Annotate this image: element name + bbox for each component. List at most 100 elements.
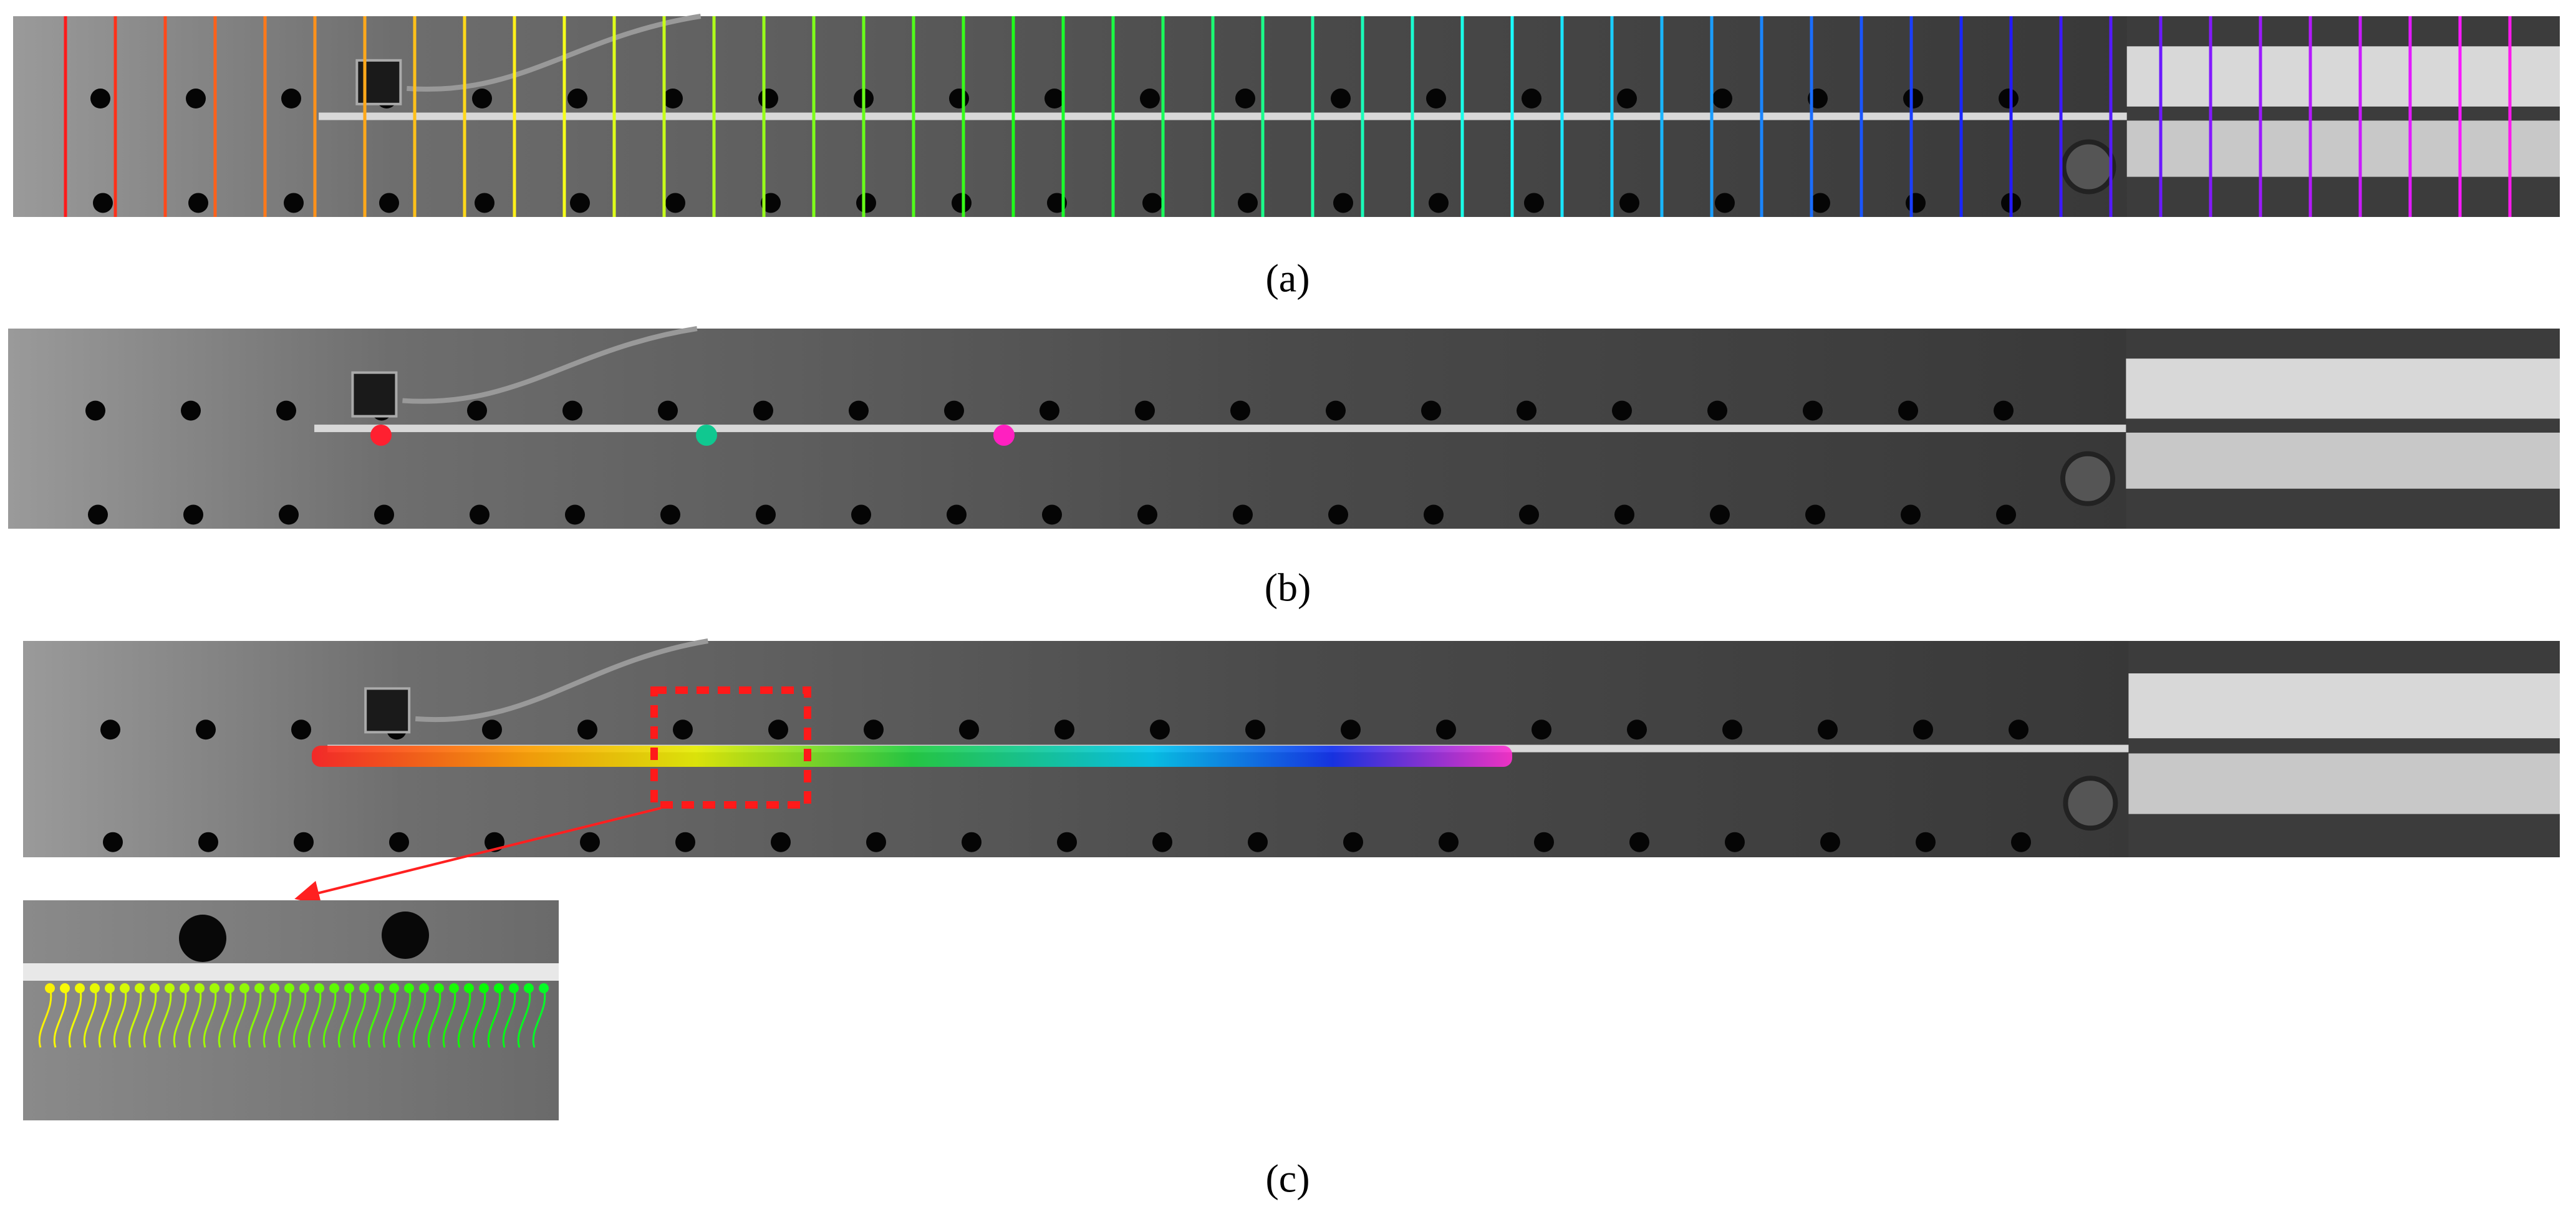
hole: [93, 193, 113, 213]
bolt: [2060, 451, 2115, 506]
hole: [577, 719, 597, 740]
tracking-point: [344, 983, 354, 993]
trajectory: [68, 988, 82, 1048]
hole: [196, 719, 216, 740]
clamp-plate: [2126, 120, 2560, 177]
trajectory: [412, 988, 427, 1048]
trajectory: [337, 988, 352, 1048]
hole: [1614, 504, 1634, 525]
trajectory: [53, 988, 67, 1048]
hole: [1135, 400, 1155, 421]
tracking-point: [90, 983, 100, 993]
hole: [959, 719, 979, 740]
tracking-point: [284, 983, 294, 993]
hole: [1710, 504, 1730, 525]
hole: [1994, 400, 2014, 421]
hole: [1803, 400, 1823, 421]
hole: [768, 719, 788, 740]
trajectory: [277, 988, 292, 1048]
hole: [1326, 400, 1346, 421]
hole: [1421, 400, 1441, 421]
tracking-point: [120, 983, 130, 993]
hole: [279, 504, 299, 525]
tracking-point: [180, 983, 190, 993]
trajectory: [98, 988, 112, 1048]
hole: [482, 719, 502, 740]
hole: [470, 504, 490, 525]
zoom-arrow: [294, 807, 662, 905]
hole: [771, 832, 791, 852]
trajectory: [143, 988, 157, 1048]
photo: [8, 326, 2560, 529]
hole: [1137, 504, 1157, 525]
tracking-point: [696, 425, 717, 446]
hole: [580, 832, 600, 852]
hole: [1248, 832, 1268, 852]
hole: [1810, 193, 1830, 213]
displacement-trace: [312, 746, 1512, 767]
hole: [1722, 719, 1742, 740]
hole: [1140, 89, 1160, 109]
clamp-plate: [2126, 358, 2560, 419]
hole: [1524, 193, 1544, 213]
trajectory: [263, 988, 277, 1048]
photo: [23, 638, 2560, 857]
sensor: [364, 687, 411, 734]
tracking-point: [299, 983, 309, 993]
hole: [1230, 400, 1250, 421]
hole: [281, 89, 301, 109]
hole: [291, 719, 311, 740]
beam: [314, 425, 2126, 433]
sensor: [351, 371, 398, 418]
hole: [1343, 832, 1363, 852]
trajectory: [233, 988, 247, 1048]
tracking-point: [524, 983, 534, 993]
hole: [1619, 193, 1639, 213]
trajectory: [472, 988, 486, 1048]
hole: [284, 193, 304, 213]
tracking-point: [165, 983, 175, 993]
hole: [1044, 89, 1064, 109]
trajectory: [113, 988, 127, 1048]
hole: [2009, 719, 2028, 740]
hole: [1331, 89, 1351, 109]
tracking-point: [314, 983, 324, 993]
tracking-point: [45, 983, 55, 993]
hole: [944, 400, 964, 421]
tracking-point: [389, 983, 399, 993]
tracking-point: [374, 983, 384, 993]
hole: [675, 832, 695, 852]
hole: [1517, 400, 1536, 421]
hole: [389, 832, 409, 852]
hole: [186, 89, 206, 109]
hole: [294, 832, 314, 852]
tracking-point: [479, 983, 489, 993]
trajectory: [427, 988, 441, 1048]
trajectory: [457, 988, 471, 1048]
hole: [673, 719, 693, 740]
hole: [90, 89, 110, 109]
hole: [472, 89, 492, 109]
trajectory: [218, 988, 232, 1048]
tracking-point: [150, 983, 160, 993]
hole: [562, 400, 582, 421]
hole: [1901, 504, 1921, 525]
tracking-point: [210, 983, 219, 993]
trajectory: [367, 988, 382, 1048]
trajectory: [502, 988, 516, 1048]
tracking-point: [269, 983, 279, 993]
hole: [658, 400, 678, 421]
hole: [1333, 193, 1353, 213]
hole: [1725, 832, 1745, 852]
trajectory: [83, 988, 97, 1048]
trajectory: [382, 988, 397, 1048]
hole: [761, 193, 781, 213]
hole: [758, 89, 778, 109]
hole: [467, 400, 487, 421]
hole: [1328, 504, 1348, 525]
hole: [374, 504, 394, 525]
tracking-point: [419, 983, 429, 993]
panel-label: (b): [1265, 565, 1311, 610]
hole: [1424, 504, 1444, 525]
trajectory: [532, 988, 546, 1048]
